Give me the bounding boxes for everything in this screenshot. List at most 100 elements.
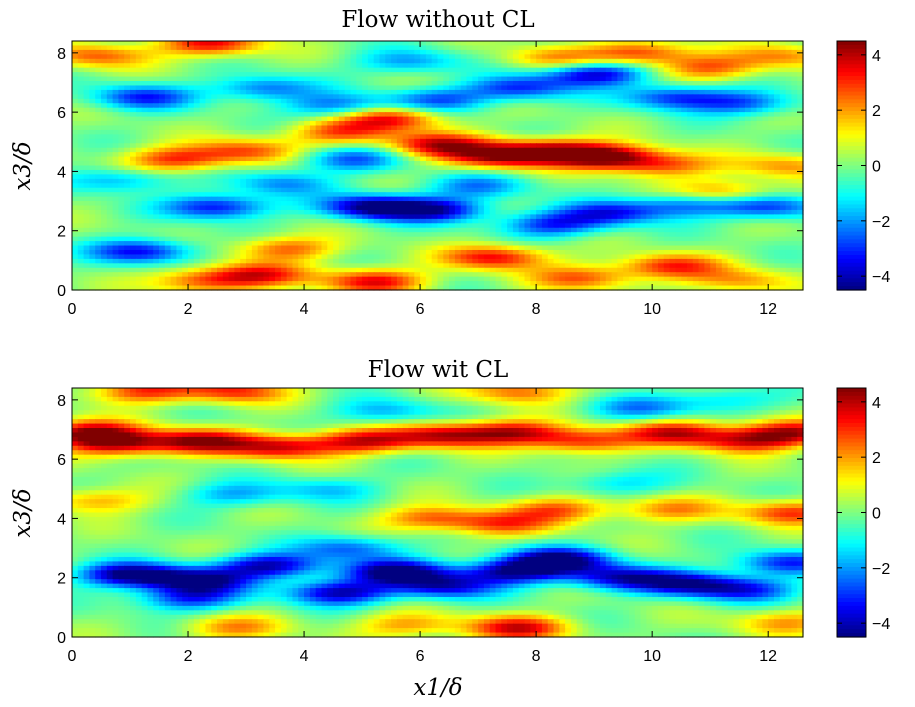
heatmap-cell: [652, 121, 659, 127]
heatmap-cell: [420, 183, 427, 189]
heatmap-cell: [478, 72, 485, 78]
heatmap-cell: [599, 161, 607, 167]
heatmap-cell: [756, 76, 763, 82]
heatmap-cell: [373, 125, 381, 131]
heatmap-cell: [559, 125, 566, 131]
heatmap-cell: [791, 103, 798, 109]
heatmap-cell: [234, 63, 241, 69]
heatmap-cell: [779, 72, 787, 78]
heatmap-cell: [449, 67, 456, 73]
heatmap-cell: [478, 107, 485, 113]
heatmap-cell: [385, 129, 392, 135]
heatmap-cell: [350, 49, 357, 55]
heatmap-cell: [594, 187, 601, 193]
heatmap-cell: [373, 103, 381, 109]
heatmap-cell: [373, 94, 381, 100]
heatmap-cell: [263, 156, 270, 162]
heatmap-cell: [646, 138, 653, 144]
heatmap-cell: [686, 147, 694, 153]
heatmap-cell: [228, 54, 236, 60]
heatmap-cell: [547, 183, 555, 189]
heatmap-cell: [83, 174, 90, 180]
heatmap-cell: [727, 116, 734, 122]
heatmap-cell: [721, 98, 729, 104]
heatmap-cell: [443, 103, 450, 109]
heatmap-cell: [547, 98, 555, 104]
heatmap-cell: [431, 103, 439, 109]
heatmap-cell: [623, 147, 630, 153]
heatmap-cell: [95, 138, 102, 144]
heatmap-cell: [686, 76, 694, 82]
heatmap-cell: [101, 178, 108, 184]
heatmap-cell: [77, 147, 85, 153]
heatmap-cell: [420, 192, 427, 198]
heatmap-cell: [449, 98, 456, 104]
heatmap-cell: [327, 58, 334, 64]
heatmap-cell: [170, 49, 178, 55]
heatmap-cell: [211, 214, 218, 220]
heatmap-cell: [582, 125, 589, 131]
heatmap-cell: [744, 165, 752, 171]
heatmap-cell: [228, 107, 236, 113]
heatmap-cell: [750, 178, 758, 184]
heatmap-cell: [698, 72, 705, 78]
heatmap-cell: [797, 103, 804, 109]
heatmap-cell: [176, 143, 183, 149]
heatmap-cell: [402, 129, 410, 135]
heatmap-cell: [246, 81, 253, 87]
heatmap-cell: [791, 178, 798, 184]
heatmap-cell: [385, 94, 392, 100]
heatmap-cell: [657, 81, 665, 87]
heatmap-cell: [797, 116, 804, 122]
heatmap-cell: [443, 165, 450, 171]
heatmap-cell: [756, 54, 763, 60]
heatmap-cell: [449, 187, 456, 193]
heatmap-cell: [721, 121, 729, 127]
heatmap-cell: [251, 156, 259, 162]
heatmap-cell: [188, 41, 195, 47]
heatmap-cell: [367, 192, 375, 198]
heatmap-cell: [112, 165, 120, 171]
heatmap-cell: [634, 147, 642, 153]
heatmap-cell: [89, 98, 96, 104]
heatmap-cell: [652, 205, 659, 211]
heatmap-cell: [147, 125, 154, 131]
heatmap-cell: [228, 147, 236, 153]
heatmap-cell: [785, 125, 792, 131]
heatmap-cell: [118, 116, 125, 122]
heatmap-cell: [570, 201, 578, 207]
heatmap-cell: [437, 72, 444, 78]
heatmap-cell: [779, 196, 787, 202]
heatmap-cell: [420, 107, 427, 113]
heatmap-cell: [437, 152, 444, 158]
heatmap-cell: [408, 152, 415, 158]
heatmap-cell: [182, 169, 189, 175]
heatmap-cell: [744, 196, 752, 202]
heatmap-cell: [744, 147, 752, 153]
heatmap-cell: [257, 147, 265, 153]
heatmap-cell: [170, 214, 178, 220]
heatmap-cell: [153, 121, 160, 127]
heatmap-cell: [518, 54, 526, 60]
heatmap-cell: [367, 58, 375, 64]
heatmap-cell: [617, 125, 624, 131]
heatmap-cell: [95, 214, 102, 220]
heatmap-cell: [512, 187, 520, 193]
heatmap-cell: [251, 183, 259, 189]
heatmap-cell: [89, 187, 96, 193]
heatmap-cell: [106, 187, 114, 193]
heatmap-cell: [391, 161, 398, 167]
heatmap-cell: [762, 201, 769, 207]
heatmap-cell: [211, 67, 218, 73]
heatmap-cell: [350, 67, 357, 73]
heatmap-cell: [518, 121, 526, 127]
heatmap-cell: [391, 76, 398, 82]
heatmap-cell: [298, 89, 305, 95]
heatmap-cell: [170, 67, 178, 73]
heatmap-cell: [211, 161, 218, 167]
heatmap-cell: [588, 107, 595, 113]
heatmap-cell: [524, 49, 531, 55]
heatmap-cell: [768, 45, 775, 51]
heatmap-cell: [611, 94, 618, 100]
heatmap-cell: [478, 63, 485, 69]
